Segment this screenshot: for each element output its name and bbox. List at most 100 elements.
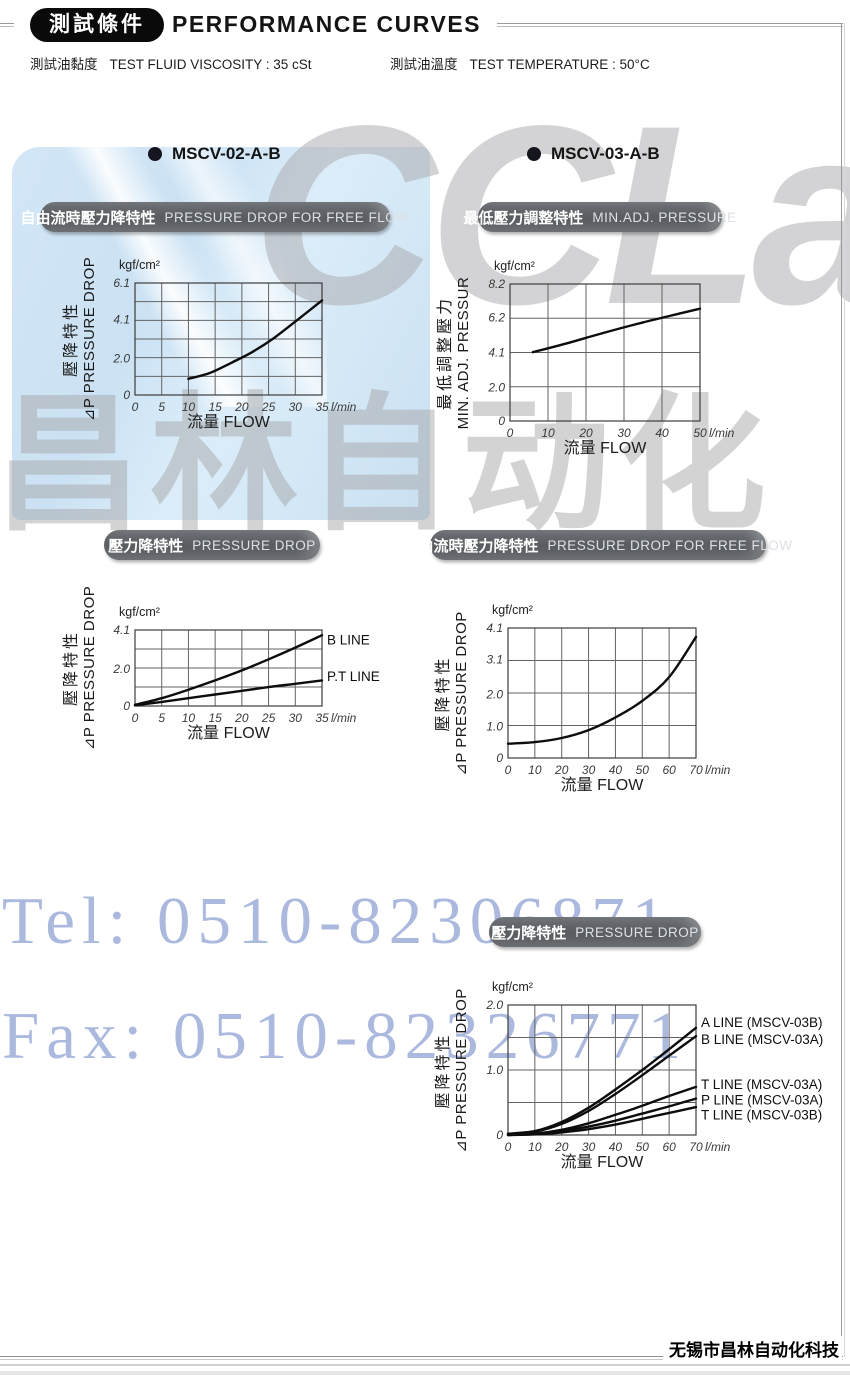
svg-text:50: 50 [693,426,707,440]
bullet-icon [148,147,162,161]
ylabel-en: ⊿P PRESSURE DROP [81,256,99,422]
svg-text:0: 0 [123,699,130,713]
condition-temperature: 測試油溫度 TEST TEMPERATURE : 50°C [390,53,650,73]
chart-mscv03-pressure-drop: kgf/cm² 0 1.0 2.0 0 10 20 30 40 50 60 70 l/min 流量 FLO… [485,980,823,1171]
pill-title-en: PRESSURE DROP FOR FREE FLOW [164,209,410,225]
page-title: PERFORMANCE CURVES [172,11,481,37]
svg-text:流量 FLOW: 流量 FLOW [564,439,648,457]
ylabel-chart-3: 壓降特性 ⊿P PRESSURE DROP [62,583,99,753]
model-header-mscv02: MSCV-02-A-B [148,144,281,164]
svg-text:0: 0 [132,711,139,725]
condition-temperature-en: TEST TEMPERATURE : 50°C [469,57,650,72]
svg-text:15: 15 [208,400,222,414]
svg-text:5: 5 [158,400,165,414]
svg-text:0: 0 [505,763,512,777]
ylabel-en: ⊿P PRESSURE DROP [453,988,471,1153]
svg-text:6.2: 6.2 [488,310,505,324]
pill-title-en: PRESSURE DROP FOR FREE FLOW [547,537,793,553]
svg-text:l/min: l/min [331,711,357,725]
svg-text:35: 35 [315,711,329,725]
svg-text:40: 40 [609,1140,623,1154]
svg-text:T LINE (MSCV-03B): T LINE (MSCV-03B) [701,1107,822,1122]
ylabel-en: ⊿P PRESSURE DROP [453,611,471,776]
ylabel-zh: 壓降特性 [435,1032,452,1109]
svg-text:0: 0 [507,426,514,440]
svg-text:15: 15 [208,711,222,725]
svg-text:10: 10 [182,711,196,725]
svg-text:2.0: 2.0 [485,998,503,1012]
svg-text:20: 20 [554,763,569,777]
svg-text:30: 30 [582,1140,596,1154]
test-conditions-badge: 測試條件 [30,8,164,42]
frame-right-line [841,23,845,1357]
svg-text:25: 25 [261,711,276,725]
ylabel-zh: 最低調整壓力 [437,296,454,411]
svg-text:70: 70 [689,1140,703,1154]
svg-text:0: 0 [505,1140,512,1154]
model-header-mscv03: MSCV-03-A-B [527,144,660,164]
svg-text:2.0: 2.0 [112,351,130,365]
ylabel-chart-2: 最低調整壓力 MIN. ADJ. PRESSUR [436,258,473,448]
svg-text:kgf/cm²: kgf/cm² [494,259,535,273]
model-label: MSCV-03-A-B [551,144,660,163]
chart-title-pill-4: 自由流時壓力降特性 PRESSURE DROP FOR FREE FLOW [403,530,792,560]
ylabel-en: ⊿P PRESSURE DROP [81,585,99,751]
svg-text:30: 30 [582,763,596,777]
bottom-strip-2 [0,1371,850,1375]
svg-text:10: 10 [528,763,542,777]
svg-text:50: 50 [636,763,650,777]
svg-text:B LINE (MSCV-03A): B LINE (MSCV-03A) [701,1032,823,1047]
chart-title-pill-5: 壓力降特性 PRESSURE DROP [489,917,701,947]
svg-text:10: 10 [182,400,196,414]
condition-viscosity-zh: 測試油黏度 [30,57,98,72]
svg-text:35: 35 [315,400,329,414]
chart-mscv02-pressure-drop: kgf/cm² 0 2.0 4.1 0 5 10 15 20 25 30 35 l/min 流量 FLOW… [112,605,380,742]
ylabel-en: MIN. ADJ. PRESSUR [455,276,473,430]
svg-text:kgf/cm²: kgf/cm² [492,603,533,617]
model-label: MSCV-02-A-B [172,144,281,163]
svg-text:20: 20 [554,1140,569,1154]
frame-bottom-line [0,1356,843,1360]
svg-text:l/min: l/min [705,1140,731,1154]
ylabel-zh: 壓降特性 [63,630,80,707]
svg-text:P.T LINE: P.T LINE [327,669,380,684]
bottom-strip-1 [0,1364,850,1366]
svg-text:2.0: 2.0 [485,688,503,702]
ylabel-chart-5: 壓降特性 ⊿P PRESSURE DROP [434,983,471,1158]
svg-text:4.1: 4.1 [113,623,130,637]
svg-text:50: 50 [636,1140,650,1154]
svg-text:40: 40 [609,763,623,777]
svg-text:kgf/cm²: kgf/cm² [492,980,533,994]
pill-title-zh: 自由流時壓力降特性 [403,537,539,555]
svg-text:30: 30 [289,711,303,725]
svg-text:8.2: 8.2 [488,277,505,291]
svg-text:4.1: 4.1 [486,621,503,635]
frame-top-right-line [497,23,843,27]
svg-text:0: 0 [123,388,130,402]
ylabel-zh: 壓降特性 [63,301,80,378]
condition-temperature-zh: 測試油溫度 [390,57,458,72]
svg-text:l/min: l/min [709,426,735,440]
condition-viscosity: 測試油黏度 TEST FLUID VISCOSITY : 35 cSt [30,53,312,73]
ylabel-chart-1: 壓降特性 ⊿P PRESSURE DROP [62,254,99,424]
svg-text:0: 0 [496,751,503,765]
svg-text:l/min: l/min [331,400,357,414]
svg-text:0: 0 [498,414,505,428]
pill-title-zh: 壓力降特性 [108,537,184,555]
brand-name-watermark: 昌林自动化 [0,383,774,548]
svg-text:流量 FLOW: 流量 FLOW [561,1153,645,1171]
svg-text:2.0: 2.0 [112,662,130,676]
svg-text:20: 20 [234,400,249,414]
pill-title-zh: 壓力降特性 [491,924,567,942]
pill-title-en: MIN.ADJ. PRESSURE [592,209,737,225]
condition-viscosity-en: TEST FLUID VISCOSITY : 35 cSt [109,57,312,72]
svg-text:30: 30 [289,400,303,414]
svg-text:20: 20 [234,711,249,725]
svg-text:T LINE (MSCV-03A): T LINE (MSCV-03A) [701,1077,822,1092]
svg-text:0: 0 [132,400,139,414]
bullet-icon [527,147,541,161]
fax-watermark: Fax: 0510-82326771 [2,999,689,1073]
frame-top-left-line [0,23,14,27]
svg-text:5: 5 [158,711,165,725]
